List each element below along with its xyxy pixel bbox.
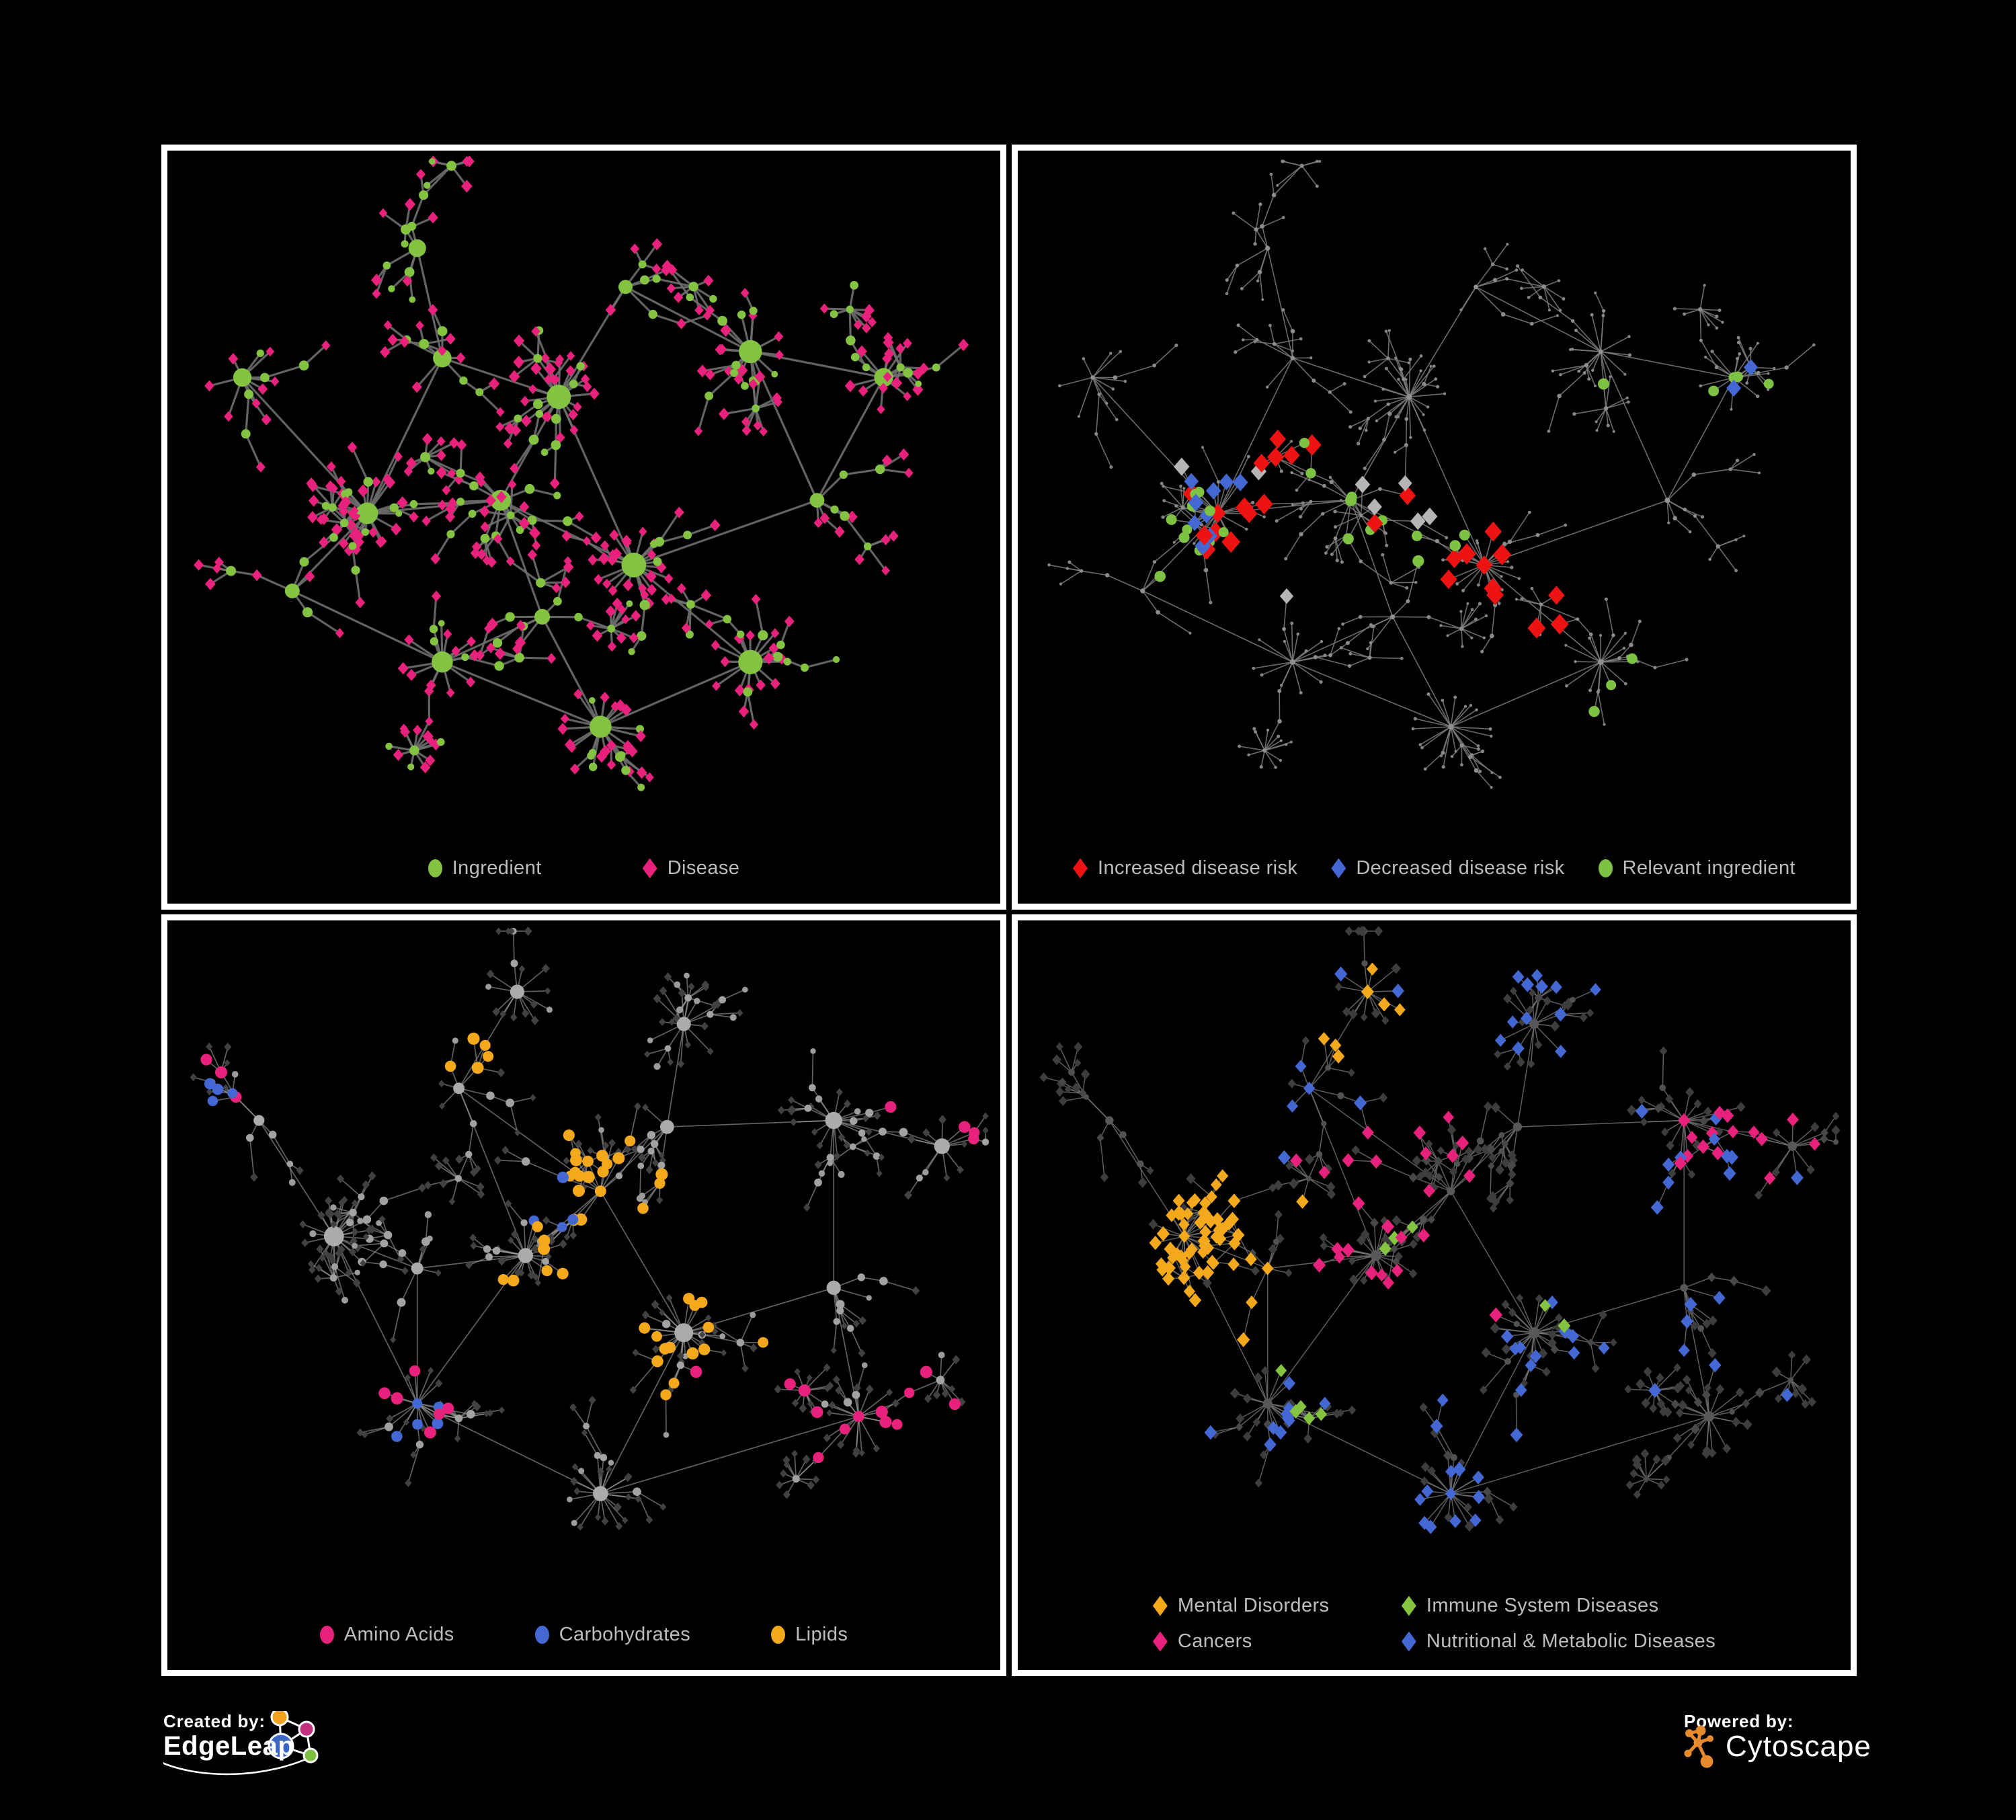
legend-item: Carbohydrates [534, 1624, 691, 1646]
legend-label: Cancers [1177, 1630, 1252, 1652]
cytoscape-branding: Powered by: Cytoscape [1684, 1711, 1973, 1798]
legend-label: Increased disease risk [1097, 857, 1298, 879]
legend-item: Mental Disorders [1152, 1595, 1402, 1617]
legend-item: Ingredient [428, 857, 542, 879]
edgeleap-branding: Created by: EdgeLeap [163, 1711, 345, 1798]
macronutrients-network-graph [190, 926, 990, 1531]
legend-item: Relevant ingredient [1598, 857, 1796, 879]
legend-disease-risk: Increased disease risk Decreased disease … [1018, 857, 1851, 879]
ingredient-disease-network-graph [194, 155, 969, 791]
diamond-glyph [1072, 858, 1088, 879]
circle-glyph [319, 1626, 334, 1644]
diamond-glyph [1401, 1631, 1416, 1652]
panel-disease-categories: Mental Disorders Immune System Diseases Ca… [1012, 914, 1857, 1676]
legend-label: Ingredient [452, 857, 542, 879]
legend-item: Disease [642, 857, 740, 879]
circle-glyph [771, 1626, 786, 1644]
legend-item: Nutritional & Metabolic Diseases [1401, 1630, 1716, 1653]
disease-categories-network-graph [1039, 926, 1841, 1534]
panel-ingredient-disease: Ingredient Disease [161, 145, 1006, 910]
legend-label: Immune System Diseases [1426, 1595, 1659, 1616]
diamond-glyph [1152, 1595, 1168, 1616]
disease-risk-network-graph [1047, 159, 1816, 789]
diamond-glyph [1152, 1631, 1168, 1652]
legend-label: Nutritional & Metabolic Diseases [1426, 1630, 1716, 1652]
created-by-label: Created by: [163, 1711, 266, 1731]
panel-macronutrients: Amino Acids Carbohydrates Lipids [161, 914, 1006, 1676]
circle-glyph [534, 1626, 549, 1644]
legend-item: Decreased disease risk [1331, 857, 1564, 879]
legend-item: Immune System Diseases [1401, 1595, 1716, 1617]
legend-label: Lipids [795, 1624, 848, 1645]
circle-glyph [1598, 859, 1613, 877]
panel-disease-risk: Increased disease risk Decreased disease … [1012, 145, 1857, 910]
legend-disease-categories: Mental Disorders Immune System Diseases Ca… [1018, 1595, 1851, 1653]
circle-glyph [428, 859, 442, 877]
legend-label: Amino Acids [344, 1624, 454, 1645]
edgeleap-wordmark: EdgeLeap [163, 1731, 295, 1761]
legend-ingredient-disease: Ingredient Disease [167, 857, 1000, 879]
diamond-glyph [642, 858, 657, 879]
legend-label: Carbohydrates [559, 1624, 691, 1645]
legend-label: Mental Disorders [1177, 1595, 1330, 1616]
legend-label: Disease [667, 857, 740, 879]
diamond-glyph [1331, 858, 1346, 879]
legend-label: Relevant ingredient [1622, 857, 1796, 879]
legend-item: Amino Acids [319, 1624, 454, 1646]
powered-by-label: Powered by: [1684, 1711, 1794, 1731]
legend-item: Increased disease risk [1072, 857, 1298, 879]
legend-label: Decreased disease risk [1356, 857, 1565, 879]
cytoscape-logo-icon [1684, 1726, 1713, 1768]
legend-item: Cancers [1152, 1630, 1402, 1653]
legend-macronutrients: Amino Acids Carbohydrates Lipids [167, 1624, 1000, 1646]
diamond-glyph [1401, 1595, 1416, 1616]
legend-item: Lipids [771, 1624, 848, 1646]
cytoscape-wordmark: Cytoscape [1726, 1730, 1871, 1763]
